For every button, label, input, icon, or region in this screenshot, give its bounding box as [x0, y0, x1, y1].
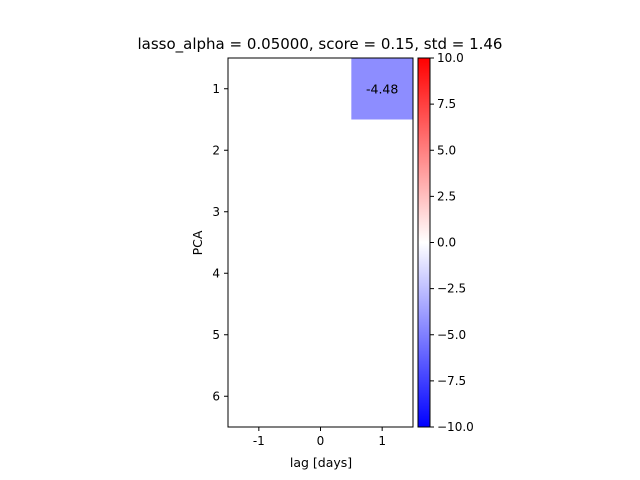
heatmap-cell — [228, 365, 291, 428]
heatmap-cell — [351, 242, 414, 305]
y-tick-label: 3 — [212, 205, 220, 219]
colorbar: 10.0 7.5 5.0 2.5 0.0 −2.5 −5.0 −7.5 −10.0 — [417, 51, 474, 434]
plot-area: -4.48 -1 0 1 1 2 3 4 5 6 — [212, 57, 414, 448]
x-axis-label: lag [days] — [290, 455, 352, 470]
y-tick-label: 2 — [212, 143, 220, 157]
y-axis-ticks: 1 2 3 4 5 6 — [212, 82, 228, 403]
colorbar-gradient — [417, 57, 431, 428]
heatmap-cell-labels: -4.48 — [366, 81, 398, 96]
heatmap-cell — [289, 242, 352, 305]
heatmap-cell — [289, 58, 352, 120]
heatmap-cell — [228, 181, 291, 243]
y-tick-label: 6 — [212, 389, 220, 403]
y-tick-label: 4 — [212, 266, 220, 280]
heatmap-cell — [228, 304, 291, 366]
cell-value-label: -4.48 — [366, 81, 398, 96]
colorbar-tick-label: −7.5 — [437, 374, 466, 388]
colorbar-ticks: 10.0 7.5 5.0 2.5 0.0 −2.5 −5.0 −7.5 −10.0 — [430, 51, 474, 434]
y-tick-label: 5 — [212, 328, 220, 342]
heatmap-cell — [228, 58, 291, 120]
colorbar-tick-label: −10.0 — [437, 420, 474, 434]
heatmap-cell — [289, 119, 352, 182]
colorbar-tick-label: −2.5 — [437, 282, 466, 296]
colorbar-tick-label: 0.0 — [437, 236, 456, 250]
x-tick-label: -1 — [253, 434, 265, 448]
heatmap-cell — [289, 181, 352, 243]
colorbar-tick-label: 7.5 — [437, 97, 456, 111]
heatmap-cell — [351, 181, 414, 243]
heatmap-cells — [228, 58, 414, 428]
heatmap-cell — [351, 365, 414, 428]
colorbar-tick-label: 10.0 — [437, 51, 464, 65]
heatmap-cell — [289, 365, 352, 428]
y-tick-label: 1 — [212, 82, 220, 96]
heatmap-cell — [228, 242, 291, 305]
heatmap-cell — [289, 304, 352, 366]
heatmap-cell — [351, 58, 414, 120]
x-tick-label: 0 — [317, 434, 325, 448]
heatmap-cell — [351, 304, 414, 366]
colorbar-tick-label: 5.0 — [437, 143, 456, 157]
chart-title: lasso_alpha = 0.05000, score = 0.15, std… — [138, 35, 503, 54]
heatmap-cell — [351, 119, 414, 182]
colorbar-tick-label: −5.0 — [437, 328, 466, 342]
y-axis-label: PCA — [190, 230, 205, 255]
x-tick-label: 1 — [378, 434, 386, 448]
colorbar-tick-label: 2.5 — [437, 189, 456, 203]
heatmap-cell — [228, 119, 291, 182]
x-axis-ticks: -1 0 1 — [253, 427, 386, 448]
